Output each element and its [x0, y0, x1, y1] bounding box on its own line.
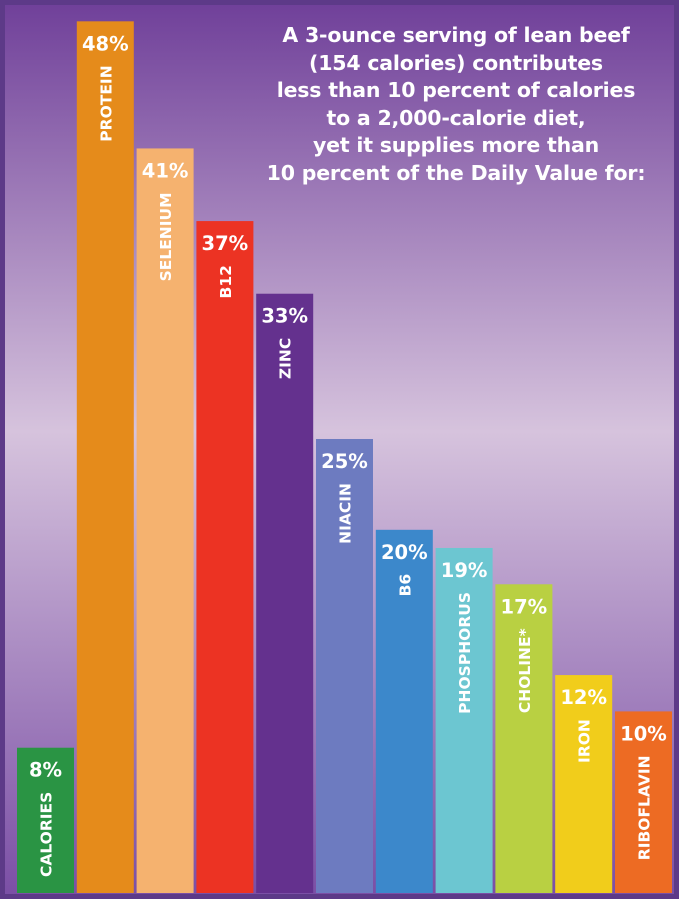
- value-label-zinc: 33%: [261, 305, 308, 328]
- value-label-iron: 12%: [560, 686, 607, 709]
- category-label-niacin: NIACIN: [337, 483, 355, 544]
- bar-choline: [495, 584, 553, 893]
- category-label-iron: IRON: [576, 719, 594, 763]
- category-label-choline: CHOLINE*: [516, 628, 534, 713]
- bars-group: 8% CALORIES 48% PROTEIN 41% SELENIUM 37% B12 33%…: [17, 21, 672, 894]
- headline-line-2: (154 calories) contributes: [309, 50, 603, 75]
- value-label-selenium: 41%: [142, 159, 189, 182]
- value-label-b6: 20%: [381, 541, 428, 564]
- category-label-zinc: ZINC: [277, 338, 295, 379]
- value-label-calories: 8%: [29, 759, 62, 782]
- bar-selenium: [136, 148, 194, 893]
- bar-b12: [196, 221, 254, 893]
- bar-protein: [76, 21, 134, 893]
- category-label-phosphorus: PHOSPHORUS: [456, 592, 474, 714]
- value-label-protein: 48%: [82, 32, 129, 55]
- headline-line-3: less than 10 percent of calories: [276, 78, 636, 103]
- value-label-niacin: 25%: [321, 450, 368, 473]
- headline-line-1: A 3-ounce serving of lean beef: [282, 23, 630, 47]
- headline-line-5: yet it supplies more than: [312, 133, 600, 158]
- bar-niacin: [316, 439, 373, 893]
- bar-phosphorus: [435, 547, 493, 893]
- headline-line-4: to a 2,000-calorie diet,: [326, 105, 586, 130]
- category-label-riboflavin: RIBOFLAVIN: [636, 755, 654, 860]
- bar-riboflavin: [615, 711, 672, 893]
- value-label-choline: 17%: [501, 595, 548, 618]
- category-label-protein: PROTEIN: [97, 65, 115, 141]
- bar-zinc: [256, 293, 314, 894]
- category-label-b6: B6: [396, 574, 414, 597]
- category-label-selenium: SELENIUM: [157, 192, 175, 281]
- value-label-riboflavin: 10%: [620, 722, 667, 745]
- category-label-b12: B12: [217, 265, 235, 298]
- bar-iron: [555, 675, 613, 893]
- category-label-calories: CALORIES: [38, 792, 56, 877]
- bar-calories: [17, 747, 74, 893]
- value-label-b12: 37%: [202, 232, 249, 255]
- headline: A 3-ounce serving of lean beef (154 calo…: [240, 22, 672, 188]
- headline-line-6: 10 percent of the Daily Value for:: [266, 160, 646, 185]
- value-label-phosphorus: 19%: [441, 559, 488, 582]
- bar-b6: [375, 529, 433, 893]
